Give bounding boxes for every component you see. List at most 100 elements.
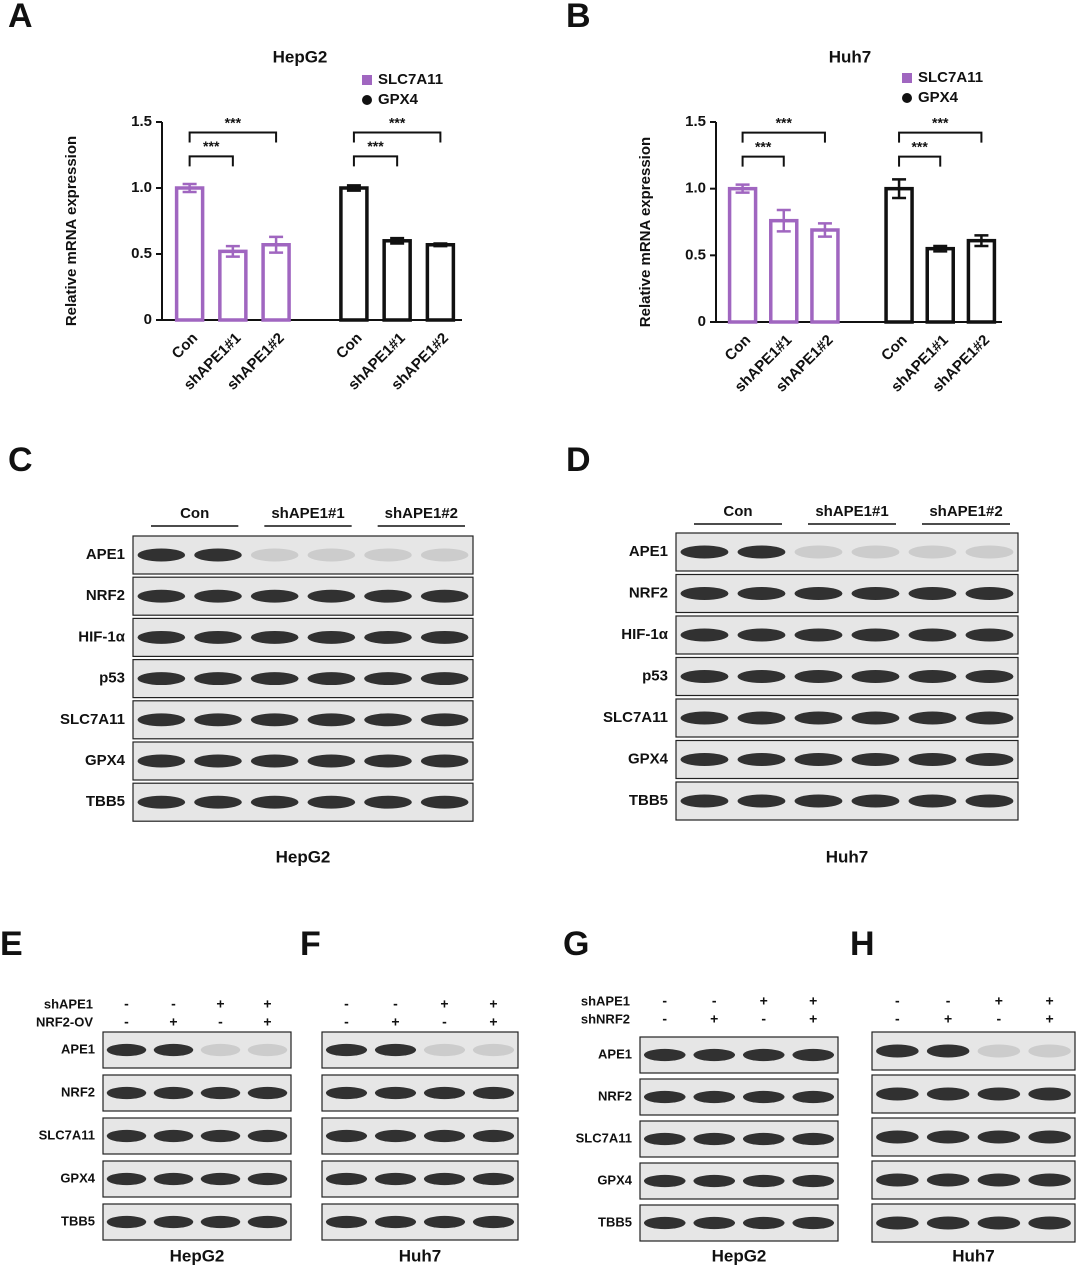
band — [325, 1215, 368, 1229]
treatment-sign: + — [440, 996, 448, 1012]
band — [153, 1172, 194, 1186]
band — [794, 670, 843, 683]
band — [420, 795, 469, 809]
band — [742, 1174, 785, 1188]
band — [792, 1090, 835, 1104]
x-tick-label: Con — [169, 330, 202, 363]
band — [643, 1132, 686, 1146]
band — [926, 1044, 970, 1058]
treatment-sign: - — [171, 996, 176, 1012]
band — [977, 1087, 1021, 1101]
band — [472, 1043, 515, 1057]
blot-strip — [675, 781, 1019, 821]
band — [1028, 1044, 1071, 1058]
band — [364, 795, 412, 809]
band — [200, 1215, 241, 1229]
band — [200, 1129, 241, 1143]
cell-line-label: HepG2 — [276, 847, 331, 866]
band — [908, 753, 957, 766]
row-label: NRF2 — [61, 1084, 95, 1099]
significance-label: *** — [389, 114, 406, 130]
row-label: NRF2 — [86, 587, 125, 604]
band — [153, 1215, 194, 1229]
band — [374, 1086, 417, 1100]
band — [374, 1215, 417, 1229]
band — [250, 630, 299, 644]
group-label: Con — [723, 503, 752, 520]
band — [137, 672, 186, 686]
treatment-sign: + — [809, 993, 817, 1009]
band — [977, 1130, 1021, 1144]
panel-label: D — [566, 441, 591, 479]
band — [194, 713, 242, 727]
band — [307, 630, 356, 644]
cell-line-label: Huh7 — [826, 847, 869, 866]
band — [472, 1129, 515, 1143]
treatment-sign: + — [944, 1011, 952, 1027]
treatment-sign: - — [662, 993, 667, 1009]
significance-bracket — [188, 155, 234, 167]
band — [737, 753, 786, 766]
row-label: TBB5 — [598, 1214, 632, 1229]
group-label: shAPE1#2 — [385, 505, 458, 522]
band — [374, 1172, 417, 1186]
band — [742, 1048, 785, 1062]
band — [247, 1215, 288, 1229]
group-label: shAPE1#1 — [815, 503, 888, 520]
bar — [727, 186, 758, 324]
treatment-sign: - — [895, 1011, 900, 1027]
legend-marker — [362, 75, 372, 85]
cell-line-label: Huh7 — [952, 1246, 995, 1265]
band — [908, 711, 957, 725]
row-label: NRF2 — [598, 1088, 632, 1103]
treatment-sign: + — [809, 1011, 817, 1027]
band — [423, 1129, 466, 1143]
significance-label: *** — [776, 114, 793, 130]
significance-bracket — [352, 131, 442, 143]
significance-label: *** — [755, 138, 772, 154]
row-label: p53 — [99, 670, 125, 687]
band — [908, 628, 957, 642]
band — [200, 1086, 241, 1100]
band — [792, 1048, 835, 1062]
band — [153, 1086, 194, 1100]
error-bar — [933, 244, 948, 253]
band — [643, 1090, 686, 1104]
bar — [966, 238, 997, 324]
bar — [382, 239, 412, 322]
band — [851, 753, 900, 766]
band — [965, 711, 1014, 725]
band — [965, 794, 1014, 808]
band — [194, 795, 242, 809]
treatment-sign: + — [489, 1014, 497, 1030]
band — [106, 1043, 147, 1057]
y-tick-label: 0.5 — [131, 245, 152, 262]
row-label: HIF-1α — [621, 626, 669, 643]
panel-label: G — [563, 925, 589, 963]
band — [737, 711, 786, 725]
cell-line-label: Huh7 — [399, 1246, 442, 1265]
bar — [218, 249, 248, 322]
error-bar — [225, 244, 240, 258]
blot-strip — [132, 576, 474, 616]
x-tick-label: Con — [722, 332, 755, 365]
treatment-sign: - — [124, 1014, 129, 1030]
band — [876, 1130, 919, 1144]
band — [250, 589, 299, 603]
y-tick-label: 0 — [698, 313, 706, 330]
bar — [174, 186, 205, 322]
band — [680, 794, 729, 808]
blot-strip — [132, 658, 474, 699]
band — [153, 1129, 194, 1143]
band — [250, 754, 299, 768]
row-label: TBB5 — [61, 1213, 95, 1228]
y-tick-label: 1.0 — [131, 179, 152, 196]
error-bar — [182, 182, 197, 194]
band — [643, 1048, 686, 1062]
band — [364, 630, 412, 644]
treatment-sign: + — [263, 1014, 271, 1030]
band — [325, 1172, 368, 1186]
band — [194, 589, 242, 603]
band — [250, 795, 299, 809]
treatment-sign: + — [391, 1014, 399, 1030]
